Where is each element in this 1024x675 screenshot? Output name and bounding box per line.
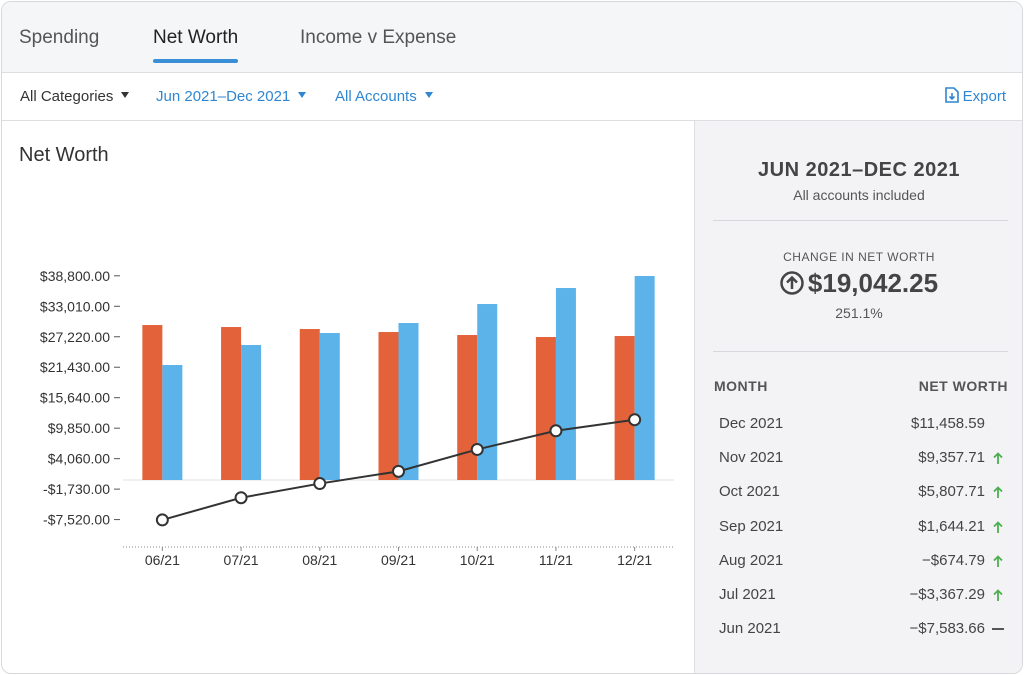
trend-up-icon <box>993 486 1003 499</box>
separator <box>713 351 1008 352</box>
bar <box>378 332 399 481</box>
chart: Net Worth $38,800.00 $33,010.00 $27,220.00… <box>19 144 674 568</box>
column-header: MONTH <box>714 378 768 394</box>
export-button[interactable]: Export <box>944 87 1006 105</box>
bar <box>634 276 655 481</box>
line-point <box>313 477 327 491</box>
bar <box>162 365 183 481</box>
line-point <box>234 491 248 505</box>
value-cell: $5,807.71 <box>918 483 985 501</box>
filter-bar: Export All Categories Jun 2021–Dec 2021 Al… <box>2 73 1022 121</box>
trend-up-icon <box>993 452 1003 465</box>
chart-title: Net Worth <box>19 144 109 166</box>
value-cell: $1,644.21 <box>918 517 985 535</box>
trend-flat-icon <box>992 628 1004 631</box>
bar <box>535 337 556 481</box>
month-cell: Sep 2021 <box>719 517 784 535</box>
line-point <box>470 442 484 456</box>
bar <box>457 335 478 481</box>
x-tick-label: 11/21 <box>539 552 573 568</box>
export-label: Export <box>962 88 1006 105</box>
y-tick-label: $15,640.00 <box>40 390 110 406</box>
change-label: CHANGE IN NET WORTH <box>783 250 935 264</box>
separator <box>713 220 1008 221</box>
arrow <box>993 486 1003 499</box>
x-tick-label: 07/21 <box>224 552 259 568</box>
x-tick-label: 09/21 <box>381 552 416 568</box>
bar <box>241 345 262 481</box>
summary-panel: JUN 2021–DEC 2021 All accounts included … <box>694 121 1022 673</box>
trend-up-icon <box>993 555 1003 567</box>
filter-dropdown[interactable]: Jun 2021–Dec 2021 <box>156 88 306 105</box>
month-cell: Jul 2021 <box>719 586 776 603</box>
y-tick-label: $33,010.00 <box>40 298 110 314</box>
bar <box>142 325 163 481</box>
value-cell: −$7,583.66 <box>909 620 986 638</box>
change-value: $19,042.25 <box>695 268 1022 299</box>
up-circle-icon <box>780 271 804 295</box>
x-tick-label: 08/21 <box>302 552 337 568</box>
month-cell: Nov 2021 <box>719 449 784 467</box>
y-tick-label: -$7,520.00 <box>43 512 110 528</box>
y-tick-label: $21,430.00 <box>40 359 110 375</box>
month-cell: Oct 2021 <box>719 483 780 501</box>
bar <box>319 333 340 481</box>
x-tick-label: 10/21 <box>460 552 495 568</box>
bar <box>614 336 635 481</box>
tab-underline <box>153 59 238 63</box>
column-header: NET WORTH <box>918 378 1008 394</box>
trend-up-icon <box>993 589 1003 601</box>
period-subtitle: All accounts included <box>793 187 925 203</box>
tab[interactable]: Net Worth <box>153 27 239 48</box>
arrow <box>993 520 1003 533</box>
line-point <box>392 464 405 478</box>
line-point <box>549 424 563 438</box>
x-tick-label: 12/21 <box>617 552 652 568</box>
tab-bar: Spending Net Worth Income v Expense <box>2 2 1022 73</box>
line-point <box>628 413 642 427</box>
month-cell: Aug 2021 <box>719 551 784 569</box>
y-tick-label: $4,060.00 <box>48 451 110 467</box>
arrow <box>993 452 1003 465</box>
bar <box>398 323 419 481</box>
trend-up-icon <box>993 520 1003 533</box>
value-cell: −$3,367.29 <box>909 586 986 603</box>
bar <box>555 288 576 481</box>
value-cell: −$674.79 <box>922 551 985 569</box>
month-cell: Dec 2021 <box>719 415 784 432</box>
export-icon <box>944 87 959 103</box>
arrow <box>993 589 1003 601</box>
tab[interactable]: Spending <box>19 27 100 48</box>
x-tick-label: 06/21 <box>145 552 180 568</box>
value-cell: $9,357.71 <box>918 449 985 467</box>
change-amount: $19,042.25 <box>807 268 939 298</box>
arrow <box>993 555 1003 567</box>
y-tick-label: $27,220.00 <box>40 329 110 345</box>
filter-dropdown[interactable]: All Categories <box>20 88 129 105</box>
bar <box>299 329 320 481</box>
y-tick-label: $9,850.00 <box>48 420 110 436</box>
month-cell: Jun 2021 <box>719 620 781 638</box>
filter-dropdown[interactable]: All Accounts <box>335 88 433 105</box>
y-tick-label: $38,800.00 <box>40 268 110 284</box>
period-title: JUN 2021–DEC 2021 <box>758 159 960 181</box>
tab[interactable]: Income v Expense <box>300 27 457 48</box>
value-cell: $11,458.59 <box>911 415 985 432</box>
bar <box>221 327 242 481</box>
change-percent: 251.1% <box>835 305 883 321</box>
y-tick-label: -$1,730.00 <box>43 481 110 497</box>
bar <box>477 304 498 481</box>
line-point <box>155 513 169 527</box>
